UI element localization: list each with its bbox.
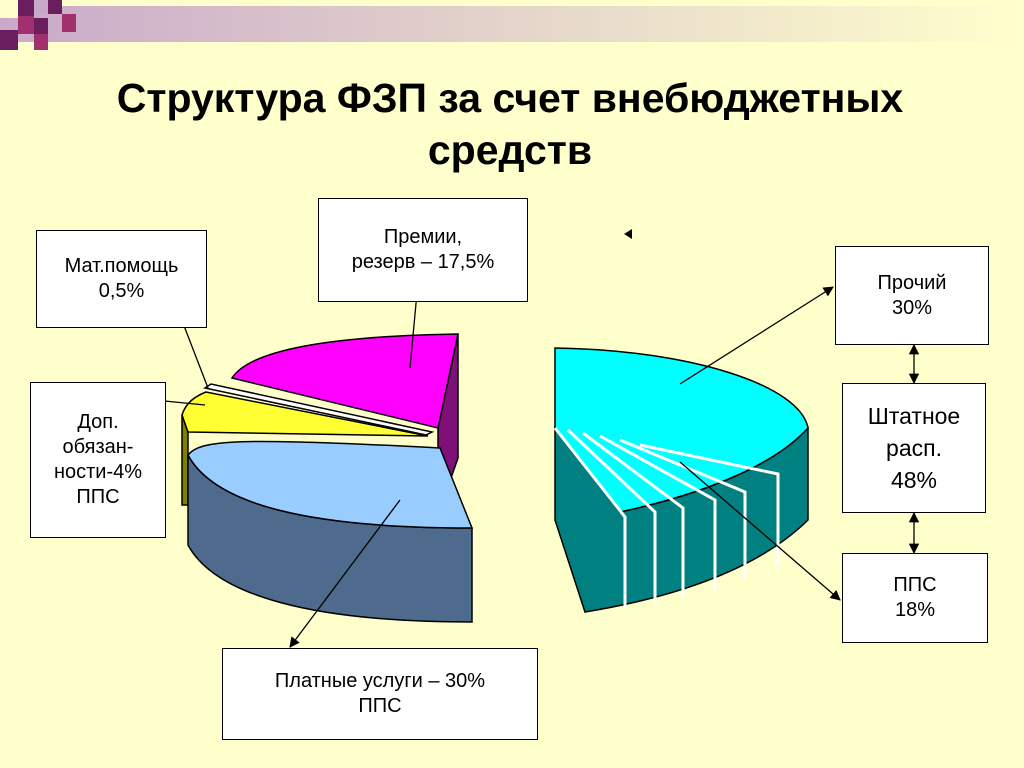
pie-slice-separators xyxy=(553,427,780,608)
pie-slice-matpomosch xyxy=(203,383,435,436)
slide-title: Структура ФЗП за счет внебюджетных средс… xyxy=(116,75,904,173)
label-mat-pomosch: Мат.помощь 0,5% xyxy=(36,230,207,328)
pie-slice-dop xyxy=(181,391,429,437)
pie-slice-premii xyxy=(230,333,459,429)
label-premii: Премии, резерв – 17,5% xyxy=(318,198,528,302)
label-shtatnoe: Штатное расп. 48% xyxy=(842,383,986,513)
label-pps: ППС 18% xyxy=(842,553,988,643)
pie-slice-platnye xyxy=(187,440,474,529)
right-pie xyxy=(553,347,809,613)
left-pie xyxy=(181,333,474,623)
label-dop-obyazannosti: Доп. обязан- ности-4% ППС xyxy=(30,382,166,538)
corner-decoration xyxy=(0,0,1024,50)
label-prochiy: Прочий 30% xyxy=(835,246,989,345)
stray-arrowhead xyxy=(624,229,632,239)
label-platnye-uslugi: Платные услуги – 30% ППС xyxy=(222,648,538,740)
